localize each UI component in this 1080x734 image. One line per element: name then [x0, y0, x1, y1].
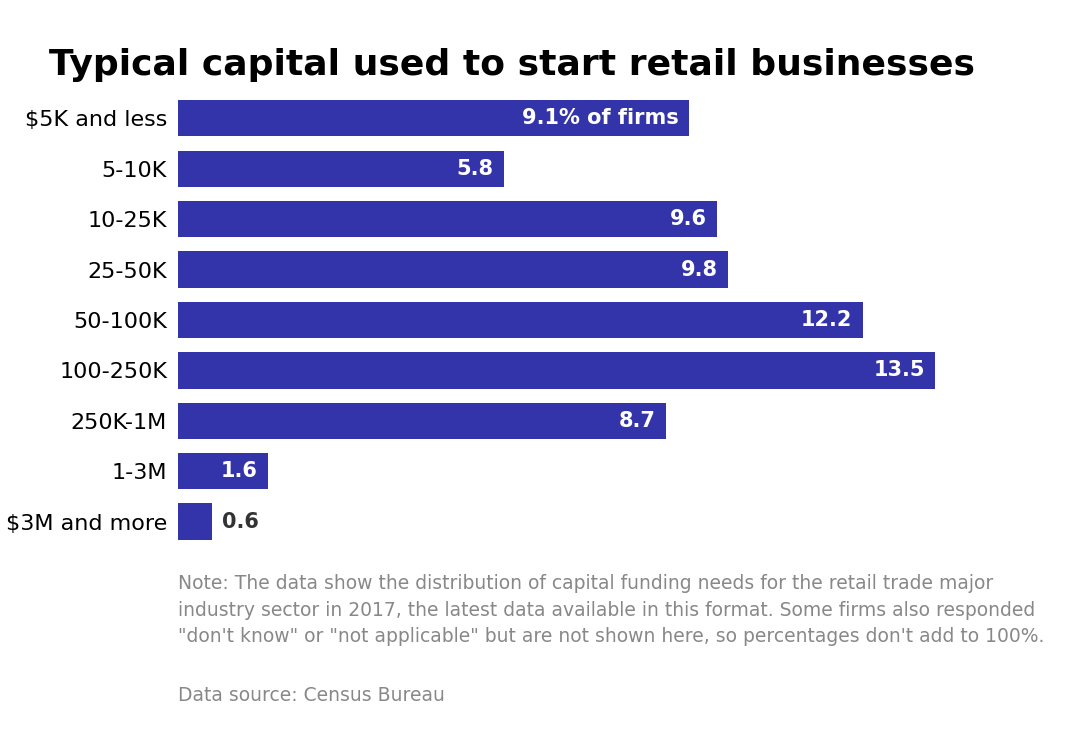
Bar: [178, 201, 717, 237]
Text: 0.6: 0.6: [222, 512, 259, 531]
Text: 8.7: 8.7: [619, 411, 656, 431]
Bar: [178, 403, 666, 439]
Text: 9.8: 9.8: [680, 260, 718, 280]
Text: 12.2: 12.2: [801, 310, 852, 330]
Bar: [178, 100, 689, 137]
Text: 1.6: 1.6: [221, 461, 258, 482]
Bar: [178, 504, 212, 539]
Bar: [178, 352, 935, 388]
Bar: [178, 150, 503, 187]
Text: 9.6: 9.6: [670, 209, 706, 229]
Text: Note: The data show the distribution of capital funding needs for the retail tra: Note: The data show the distribution of …: [178, 574, 1044, 647]
Text: 5.8: 5.8: [457, 159, 494, 179]
Bar: [178, 252, 728, 288]
Text: Data source: Census Bureau: Data source: Census Bureau: [178, 686, 445, 705]
Text: 9.1% of firms: 9.1% of firms: [522, 109, 678, 128]
Text: Typical capital used to start retail businesses: Typical capital used to start retail bus…: [49, 48, 974, 81]
Text: 13.5: 13.5: [874, 360, 926, 380]
Bar: [178, 302, 863, 338]
Bar: [178, 453, 268, 490]
